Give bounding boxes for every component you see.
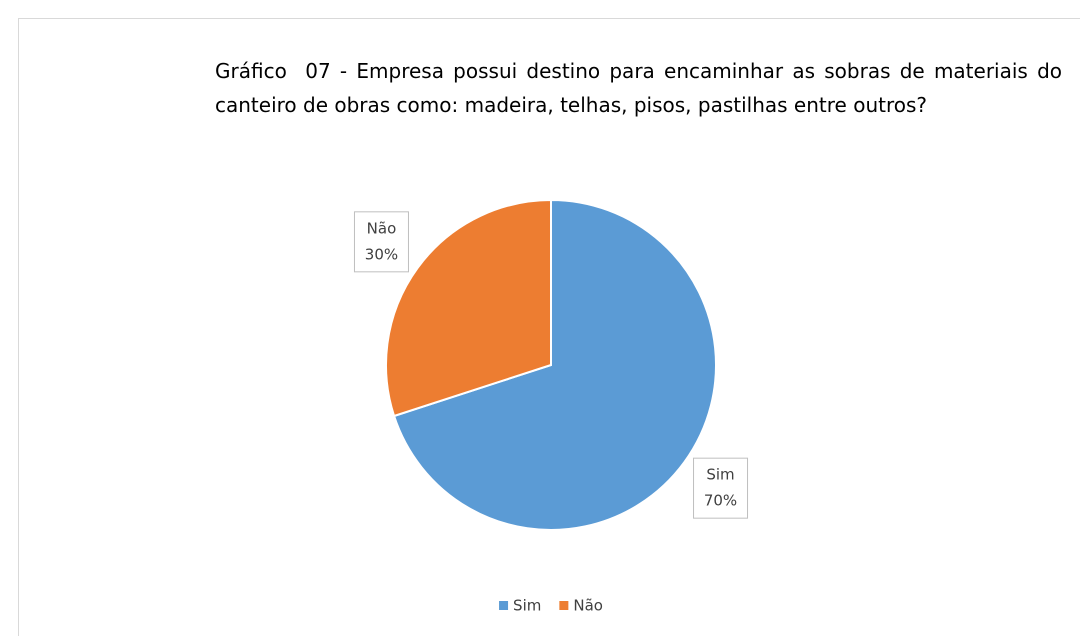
legend-label: Sim	[513, 597, 541, 615]
data-label-box	[353, 211, 409, 273]
legend-swatch	[559, 601, 569, 610]
chart-frame	[18, 18, 1080, 636]
chart-title: Gráfico 07 - Empresa possui destino para…	[215, 59, 1069, 117]
legend: Sim Não	[499, 597, 603, 615]
legend-label: Não	[573, 597, 603, 615]
data-label-category: Não	[367, 219, 397, 237]
pie-slice	[392, 198, 717, 531]
data-label-category: Sim	[706, 466, 734, 484]
pie-slice	[385, 198, 552, 418]
data-label-value: 30%	[365, 245, 398, 263]
data-label-value: 70%	[704, 492, 737, 510]
legend-swatch	[499, 601, 509, 610]
data-label-box	[693, 457, 749, 519]
